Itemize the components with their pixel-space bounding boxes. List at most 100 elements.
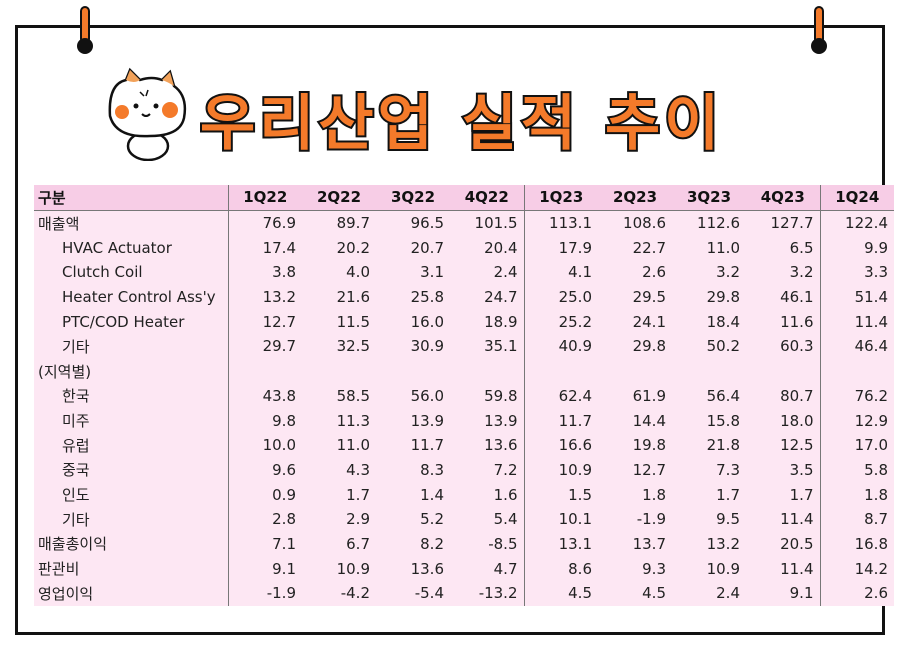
row-label: Heater Control Ass'y: [62, 288, 216, 307]
cell-value: 24.7: [484, 288, 518, 307]
table-row: 영업이익 -1.9 -4.2 -5.4 -13.2 4.5 4.5 2.4 9.1 2.6: [34, 581, 894, 606]
cell-value: 3.2: [716, 263, 740, 282]
cell-value: 3.8: [227, 260, 302, 285]
cell-value: 9.3: [642, 559, 666, 578]
cell-value: 11.7: [523, 408, 598, 433]
cell-value: 11.5: [336, 312, 370, 331]
cell-value: 25.2: [523, 309, 598, 335]
table-row: 매출총이익 7.1 6.7 8.2 -8.5 13.1 13.7 13.2 20.5 16.8: [34, 531, 894, 557]
cell-value: 6.7: [346, 534, 370, 553]
column-header-2q23: 2Q23: [598, 185, 672, 211]
column-header-4q22: 4Q22: [450, 185, 524, 211]
cell-value: 7.1: [227, 531, 302, 557]
cell-value: 8.2: [420, 534, 444, 553]
table-row: 중국 9.6 4.3 8.3 7.2 10.9 12.7 7.3 3.5 5.8: [34, 457, 894, 483]
cell-value: 18.4: [706, 312, 740, 331]
cell-value: 12.7: [227, 309, 302, 335]
cell-value: 21.8: [706, 436, 740, 455]
cell-value: 4.5: [523, 581, 598, 606]
cell-value: 2.8: [227, 506, 302, 532]
table-row: 인도 0.9 1.7 1.4 1.6 1.5 1.8 1.7 1.7 1.8: [34, 482, 894, 507]
table-row: Heater Control Ass'y 13.2 21.6 25.8 24.7 25.0…: [34, 284, 894, 310]
cell-value: 56.0: [410, 386, 444, 405]
cell-value: [598, 359, 672, 384]
cell-value: 2.9: [346, 510, 370, 529]
cell-value: 50.2: [706, 337, 740, 356]
cell-value: 24.1: [632, 312, 666, 331]
column-header-label: 구분: [34, 185, 228, 211]
cell-value: 29.8: [706, 288, 740, 307]
cell-value: -1.9: [636, 510, 666, 529]
cell-value: 18.9: [484, 312, 518, 331]
cell-value: 9.8: [227, 408, 302, 433]
cell-value: 40.9: [523, 334, 598, 359]
cell-value: 58.5: [336, 386, 370, 405]
cell-value: 11.7: [410, 436, 444, 455]
row-label: 판관비: [38, 560, 80, 579]
cell-value: [523, 358, 598, 384]
row-label: 기타: [62, 510, 90, 529]
cell-value: 2.6: [642, 263, 666, 282]
cell-value: 4.3: [346, 460, 370, 479]
cell-value: 25.8: [410, 288, 444, 307]
cell-value: 46.4: [819, 334, 894, 359]
column-header-1q22: 1Q22: [227, 185, 302, 211]
cell-value: 10.1: [523, 506, 598, 532]
cell-value: 9.6: [227, 457, 302, 483]
cell-value: 76.2: [819, 383, 894, 409]
cell-value: 127.7: [770, 214, 814, 233]
cell-value: 46.1: [780, 288, 814, 307]
cell-value: [376, 359, 450, 384]
table-row: 한국 43.8 58.5 56.0 59.8 62.4 61.9 56.4 80.7 76.2: [34, 383, 894, 409]
row-label: 유럽: [62, 436, 90, 455]
cell-value: 2.6: [819, 581, 894, 606]
cell-value: 13.2: [706, 534, 740, 553]
row-label: 중국: [62, 461, 90, 480]
row-label: PTC/COD Heater: [62, 312, 185, 331]
cell-value: 17.0: [819, 432, 894, 458]
cell-value: 19.8: [632, 436, 666, 455]
cell-value: 11.0: [706, 238, 740, 257]
table-row: 미주 9.8 11.3 13.9 13.9 11.7 14.4 15.8 18.0 12.9: [34, 408, 894, 433]
cell-value: 3.3: [819, 260, 894, 285]
cell-value: 29.7: [227, 334, 302, 359]
cell-value: 16.0: [410, 312, 444, 331]
cell-value: 29.5: [632, 288, 666, 307]
cell-value: 113.1: [523, 210, 598, 236]
cell-value: 61.9: [632, 386, 666, 405]
column-header-2q22: 2Q22: [302, 185, 376, 211]
page-title: 우리산업 실적 추이: [198, 87, 724, 161]
cell-value: 13.1: [523, 531, 598, 557]
cell-value: 9.5: [716, 510, 740, 529]
cell-value: 17.9: [523, 235, 598, 261]
row-label: 영업이익: [38, 584, 94, 603]
column-header-1q24: 1Q24: [819, 185, 894, 211]
column-header-1q23: 1Q23: [523, 185, 598, 211]
cell-value: 14.4: [632, 411, 666, 430]
cell-value: [450, 359, 524, 384]
cell-value: 1.7: [716, 485, 740, 504]
cell-value: 101.5: [474, 214, 518, 233]
cell-value: 80.7: [780, 386, 814, 405]
cell-value: 1.8: [642, 485, 666, 504]
cell-value: 5.4: [493, 510, 518, 529]
cell-value: 1.5: [523, 482, 598, 507]
cell-value: 3.2: [789, 263, 814, 282]
cell-value: 11.4: [780, 559, 814, 578]
cell-value: 112.6: [697, 214, 740, 233]
cell-value: 0.9: [227, 482, 302, 507]
cell-value: 20.2: [336, 238, 370, 257]
table-header-row: 구분 1Q22 2Q22 3Q22 4Q22 1Q23 2Q23 3Q23 4Q23 1Q24: [34, 185, 894, 211]
cell-value: 11.4: [819, 309, 894, 335]
cell-value: 11.4: [780, 510, 814, 529]
cell-value: 20.4: [484, 238, 518, 257]
table-row: HVAC Actuator 17.4 20.2 20.7 20.4 17.9 22.7 11.…: [34, 235, 894, 261]
cell-value: 43.8: [227, 383, 302, 409]
cell-value: 1.8: [819, 482, 894, 507]
cell-value: 60.3: [780, 337, 814, 356]
cell-value: 11.0: [336, 436, 370, 455]
cell-value: 11.3: [336, 411, 370, 430]
pin-right-icon: [808, 6, 830, 58]
cell-value: -4.2: [340, 584, 370, 603]
table-row: 판관비 9.1 10.9 13.6 4.7 8.6 9.3 10.9 11.4 14.2: [34, 556, 894, 581]
